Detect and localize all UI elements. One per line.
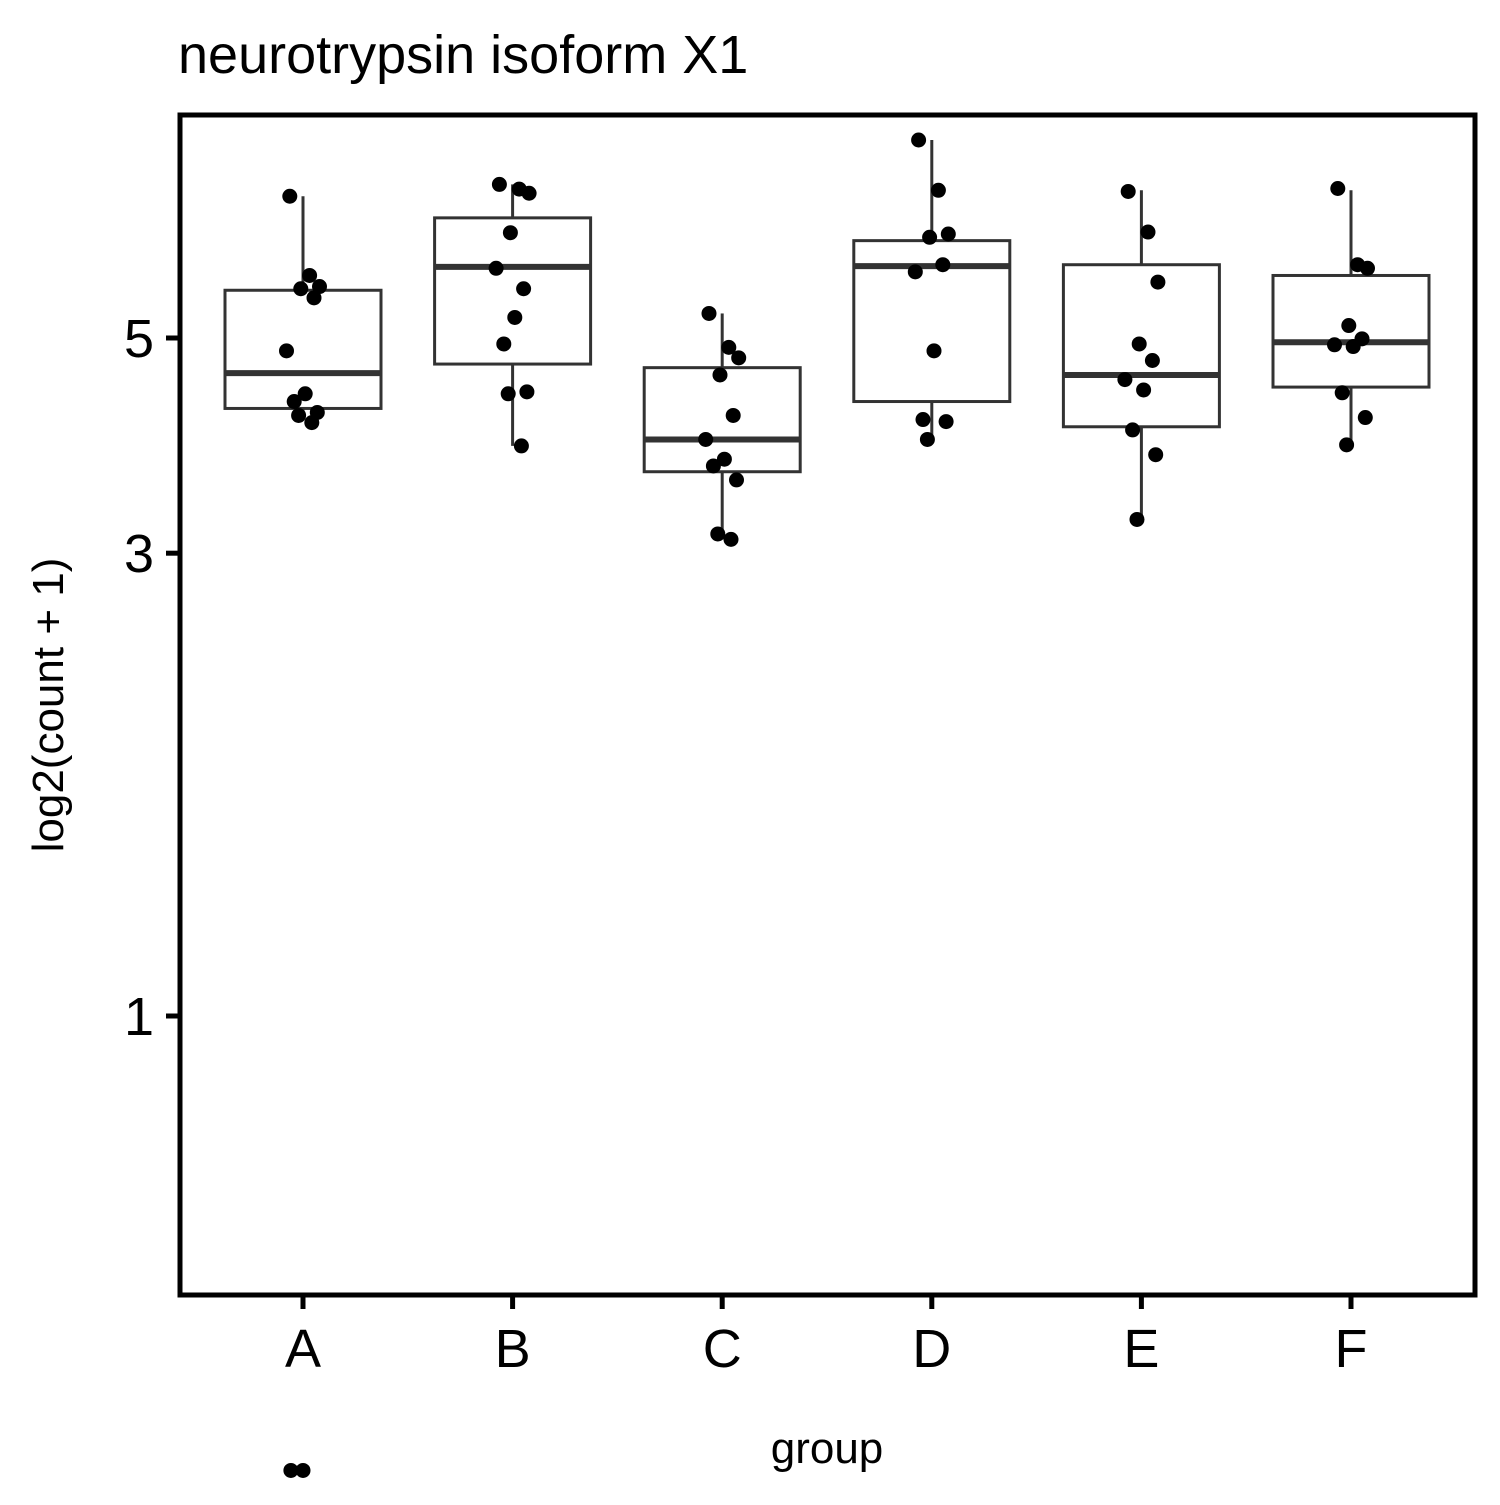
y-tick-label: 3 — [124, 524, 154, 584]
data-point — [915, 412, 931, 428]
data-point — [1357, 410, 1373, 426]
data-point — [304, 415, 320, 431]
data-point — [312, 279, 327, 295]
data-point — [1140, 224, 1156, 240]
data-point — [725, 407, 741, 423]
data-point — [907, 264, 923, 280]
box-group-d — [852, 140, 1012, 443]
data-point — [698, 431, 714, 447]
data-point — [1136, 382, 1152, 398]
data-point — [513, 438, 529, 454]
data-point — [295, 1462, 311, 1478]
data-point — [293, 281, 309, 297]
points-group-a — [279, 188, 327, 1478]
data-point — [930, 182, 946, 198]
data-point — [1360, 260, 1375, 276]
data-point — [710, 526, 726, 542]
data-point — [502, 225, 518, 241]
data-point — [712, 367, 728, 383]
box-group-b — [433, 184, 593, 446]
data-point — [1144, 352, 1160, 368]
data-point — [731, 350, 747, 366]
data-point — [1334, 385, 1350, 401]
data-point — [1330, 181, 1346, 197]
data-point — [938, 414, 954, 430]
data-point — [701, 305, 717, 321]
points-group-f — [1327, 181, 1375, 453]
data-point — [488, 260, 504, 276]
box-iqr — [433, 216, 593, 366]
box-group-e — [1061, 190, 1221, 521]
data-point — [1327, 337, 1342, 353]
box-group-f — [1271, 190, 1431, 443]
data-point — [286, 394, 302, 410]
data-point — [306, 290, 322, 306]
data-point — [521, 185, 537, 201]
data-point — [507, 309, 523, 325]
y-axis-title: log2(count + 1) — [24, 558, 73, 853]
plot-panel-border — [177, 112, 1478, 1298]
x-tick-label-c: C — [703, 1319, 742, 1379]
data-point — [302, 267, 318, 283]
plot-area — [223, 132, 1431, 1478]
data-point — [491, 176, 507, 192]
data-point — [729, 472, 744, 488]
data-point — [1117, 372, 1133, 388]
data-point — [926, 343, 942, 359]
chart-title: neurotrypsin isoform X1 — [178, 25, 748, 85]
data-point — [716, 451, 732, 467]
data-point — [1120, 183, 1136, 199]
points-group-b — [488, 176, 537, 454]
data-point — [1150, 274, 1166, 290]
y-tick-label: 1 — [124, 987, 154, 1047]
data-point — [1339, 437, 1355, 453]
data-point — [1125, 422, 1141, 438]
data-point — [922, 229, 938, 245]
y-tick-label: 5 — [124, 309, 154, 369]
data-point — [291, 407, 307, 423]
data-point — [1131, 336, 1147, 352]
x-axis-title: group — [771, 1424, 884, 1473]
data-point — [1341, 318, 1357, 334]
data-point — [516, 281, 532, 297]
axes: 1 3 5 A B C D E F — [124, 309, 1368, 1379]
x-tick-label-f: F — [1335, 1319, 1368, 1379]
data-point — [297, 386, 313, 402]
data-point — [496, 336, 512, 352]
points-group-d — [907, 132, 956, 447]
x-tick-label-b: B — [495, 1319, 531, 1379]
data-point — [500, 386, 516, 402]
data-point — [935, 257, 951, 273]
data-point — [721, 339, 737, 355]
data-point — [279, 343, 294, 359]
data-point — [1345, 339, 1361, 355]
box-group-c — [642, 313, 802, 540]
data-point — [1148, 447, 1164, 463]
x-tick-label-a: A — [285, 1319, 321, 1379]
points-group-c — [698, 305, 747, 547]
points-group-e — [1117, 183, 1166, 527]
data-point — [519, 384, 535, 400]
x-tick-label-d: D — [912, 1319, 951, 1379]
data-point — [919, 431, 935, 447]
box-group-a — [223, 196, 383, 420]
data-point — [283, 1462, 299, 1478]
data-point — [911, 132, 927, 148]
data-point — [282, 188, 298, 204]
data-point — [940, 226, 956, 242]
data-point — [705, 458, 721, 474]
data-point — [723, 531, 739, 547]
data-point — [1129, 511, 1145, 527]
x-tick-label-e: E — [1123, 1319, 1159, 1379]
